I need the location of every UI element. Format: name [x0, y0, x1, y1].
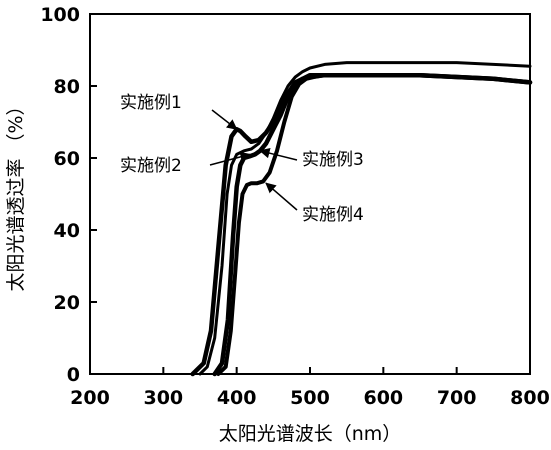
x-tick-label: 600	[363, 387, 403, 409]
x-tick-label: 200	[70, 387, 110, 409]
annotation-arrow	[209, 151, 251, 166]
annotation-arrow	[211, 109, 238, 130]
curve-annotations: 实施例1 实施例2 实施例3 实施例4	[120, 93, 364, 225]
y-axis-title: 太阳光谱透过率 （%）	[5, 96, 27, 291]
annotation-arrow	[259, 147, 298, 161]
y-tick-label: 20	[54, 292, 80, 314]
annotation-label: 实施例4	[302, 205, 364, 225]
y-tick-label: 80	[54, 76, 80, 98]
annotation-label: 实施例2	[120, 156, 182, 176]
series-line-4	[216, 73, 532, 376]
series-lines	[190, 61, 533, 377]
y-tick-label: 40	[54, 220, 80, 242]
annotation-label: 实施例3	[302, 150, 364, 170]
series-line-3	[212, 72, 533, 377]
series-line-2	[198, 61, 532, 376]
y-tick-label: 60	[54, 148, 80, 170]
x-axis-title: 太阳光谱波长（nm）	[219, 423, 402, 445]
annotation-arrow	[265, 182, 298, 211]
y-tick-label: 100	[40, 4, 80, 26]
x-tick-label: 400	[217, 387, 257, 409]
axis-ticks: 200 300 400 500 600 700 800 0 20 40 60 80 100	[40, 4, 550, 409]
x-tick-label: 800	[510, 387, 550, 409]
annotation-label: 实施例1	[120, 93, 182, 113]
y-tick-label: 0	[67, 364, 80, 386]
x-tick-label: 500	[290, 387, 330, 409]
x-tick-label: 700	[437, 387, 477, 409]
x-tick-label: 300	[143, 387, 183, 409]
